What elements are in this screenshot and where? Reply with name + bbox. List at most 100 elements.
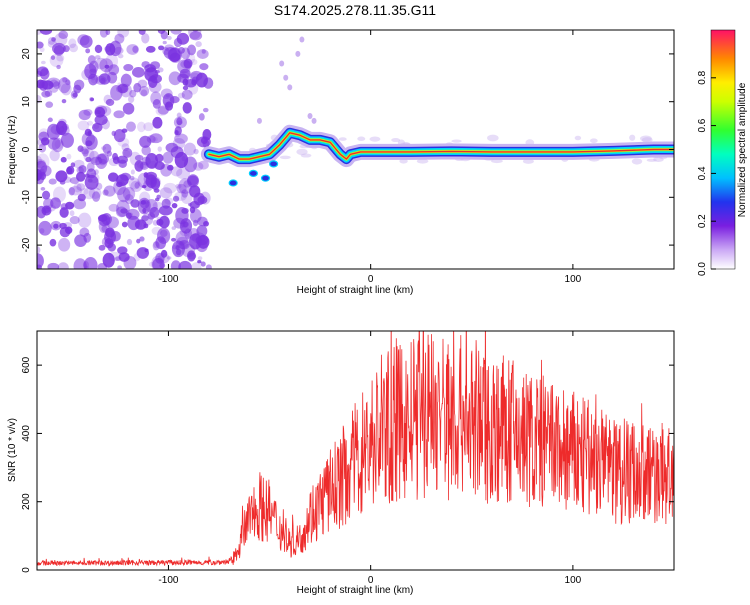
noise-blob <box>55 120 68 136</box>
noise-blob <box>136 238 141 244</box>
noise-blob <box>144 250 149 255</box>
noise-blob <box>200 136 208 145</box>
noise-blob <box>629 134 636 141</box>
noise-blob <box>187 44 197 56</box>
noise-blob <box>589 138 598 144</box>
noise-blob <box>416 158 429 164</box>
x-tick-label: 0 <box>368 274 374 285</box>
noise-blob <box>120 208 128 214</box>
noise-blob <box>152 219 159 226</box>
noise-blob <box>104 68 110 75</box>
noise-blob <box>188 30 202 40</box>
noise-blob <box>50 197 61 209</box>
noise-blob <box>164 197 174 205</box>
noise-blob <box>163 47 178 60</box>
noise-blob <box>175 248 182 256</box>
noise-blob <box>299 36 305 43</box>
noise-blob <box>46 204 56 212</box>
noise-blob <box>369 136 381 142</box>
noise-blob <box>646 158 657 162</box>
noise-blob <box>79 35 93 48</box>
noise-blob <box>46 77 61 87</box>
noise-blob <box>126 238 133 246</box>
noise-blob <box>117 53 124 59</box>
spectrogram-y-ticks: -20 -10 0 10 20 <box>21 48 674 252</box>
noise-blob <box>157 67 164 73</box>
noise-blob <box>136 247 149 259</box>
noise-blob <box>87 55 96 65</box>
noise-blob <box>62 77 68 83</box>
noise-blob <box>164 102 170 106</box>
noise-blob <box>189 31 203 41</box>
noise-blob <box>60 132 74 148</box>
noise-blob <box>85 48 91 54</box>
noise-blob <box>112 152 119 161</box>
noise-blob <box>94 110 101 115</box>
noise-blob <box>182 85 189 91</box>
noise-blob <box>183 156 198 173</box>
noise-blob <box>48 178 57 185</box>
noise-blob <box>181 89 193 100</box>
snr-x-ticks: -100 0 100 <box>158 331 582 586</box>
noise-blob <box>199 63 209 71</box>
noise-blob <box>116 199 130 217</box>
noise-blob <box>107 172 119 182</box>
noise-blob <box>162 93 175 108</box>
noise-blob <box>98 73 111 85</box>
noise-blob <box>177 46 185 54</box>
noise-blob <box>183 142 196 156</box>
noise-blob <box>83 257 98 269</box>
noise-blob <box>37 41 44 49</box>
noise-blob <box>149 61 161 70</box>
noise-blob <box>113 46 124 55</box>
noise-blob <box>120 73 132 87</box>
noise-blob <box>60 156 67 163</box>
noise-blob <box>160 163 172 177</box>
x-tick-label: 100 <box>565 575 582 586</box>
noise-blob <box>193 148 199 155</box>
noise-blob <box>158 205 173 216</box>
noise-blob <box>78 109 91 121</box>
x-tick-label: -100 <box>158 575 178 586</box>
noise-blob <box>195 41 202 48</box>
noise-blob <box>128 177 140 190</box>
y-tick-label: -20 <box>21 237 32 252</box>
noise-blob <box>129 89 137 98</box>
noise-blob <box>166 164 174 171</box>
noise-blob <box>87 130 92 136</box>
noise-blob <box>72 92 78 98</box>
noise-blob <box>136 161 148 169</box>
noise-blob <box>134 160 144 172</box>
y-tick-label: 600 <box>21 356 32 373</box>
noise-blob <box>103 185 116 197</box>
noise-blob <box>175 183 182 189</box>
noise-blob <box>53 45 65 56</box>
snr-y-ticks: 0 200 400 600 <box>21 356 674 573</box>
noise-blob <box>170 30 182 35</box>
spectrogram-noise-blobs <box>37 30 668 269</box>
noise-blob <box>150 74 162 84</box>
noise-blob <box>69 216 80 225</box>
noise-blob <box>139 236 145 242</box>
noise-blob <box>653 156 664 163</box>
noise-blob <box>153 137 158 142</box>
noise-blob <box>137 121 146 133</box>
noise-blob <box>179 226 190 237</box>
noise-blob <box>77 145 84 153</box>
noise-blob <box>65 79 71 86</box>
y-tick-label: 10 <box>21 96 32 108</box>
noise-blob <box>98 213 111 227</box>
noise-blob <box>196 225 208 237</box>
noise-blob <box>115 206 128 218</box>
noise-blob <box>73 182 82 193</box>
noise-blob <box>203 77 214 89</box>
noise-blob <box>191 76 199 84</box>
noise-blob <box>139 161 149 170</box>
noise-blob <box>166 256 172 260</box>
noise-blob <box>205 264 212 269</box>
noise-blob <box>60 83 72 96</box>
noise-blob <box>203 220 209 227</box>
noise-blob <box>50 124 65 135</box>
noise-blob <box>140 199 150 209</box>
